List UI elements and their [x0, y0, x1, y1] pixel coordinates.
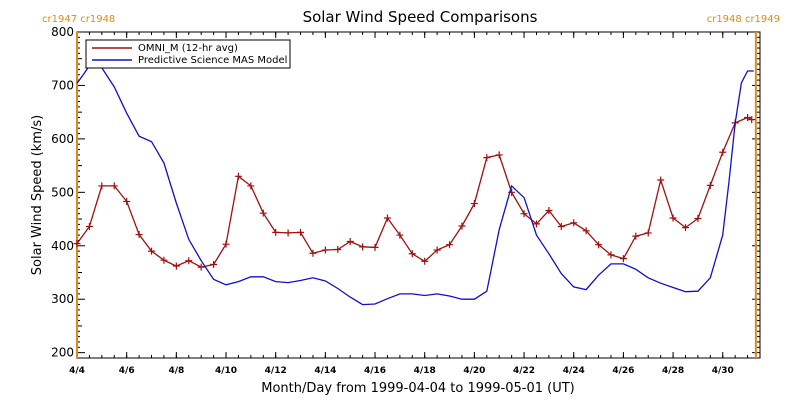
legend-box — [85, 39, 291, 69]
data-point-marker — [495, 151, 503, 159]
x-tick-label: 4/6 — [119, 366, 135, 376]
series-line-0 — [76, 116, 752, 268]
data-point-marker — [334, 246, 342, 254]
y-axis-ticks: 200 300 400 500 600 700 800 — [51, 25, 760, 360]
x-tick-label: 4/18 — [414, 366, 436, 376]
x-axis-label: Month/Day from 1999-04-04 to 1999-05-01 … — [261, 381, 574, 396]
series-line-1 — [76, 64, 754, 306]
data-point-marker — [532, 220, 540, 228]
rotation-label-left: cr1947 cr1948 — [42, 14, 115, 25]
data-point-marker — [458, 222, 466, 230]
y-tick-label: 500 — [51, 185, 74, 199]
x-tick-label: 4/12 — [265, 366, 287, 376]
data-point-marker — [632, 232, 640, 240]
y-tick-label: 300 — [51, 292, 74, 306]
data-point-marker — [570, 219, 578, 227]
legend-label-mas: Predictive Science MAS Model — [138, 55, 287, 66]
x-tick-label: 4/24 — [563, 366, 585, 376]
y-tick-label: 400 — [51, 239, 74, 253]
data-point-marker — [110, 182, 118, 190]
data-point-marker — [222, 240, 230, 248]
data-point-marker — [644, 229, 652, 237]
x-tick-label: 4/16 — [364, 366, 386, 376]
data-point-marker — [446, 241, 454, 249]
data-point-marker — [719, 148, 727, 156]
y-tick-label: 800 — [51, 25, 74, 39]
series-layer — [73, 64, 756, 306]
x-tick-label: 4/28 — [662, 366, 684, 376]
x-tick-label: 4/26 — [612, 366, 634, 376]
legend-label-omni: OMNI_M (12-hr avg) — [138, 43, 238, 54]
data-point-marker — [234, 172, 242, 180]
data-point-marker — [657, 176, 665, 184]
data-point-marker — [210, 260, 218, 268]
data-point-marker — [744, 114, 752, 122]
data-point-marker — [520, 210, 528, 218]
data-point-marker — [85, 223, 93, 231]
data-point-marker — [470, 200, 478, 208]
data-point-marker — [371, 243, 379, 251]
data-point-marker — [669, 214, 677, 222]
data-point-marker — [408, 250, 416, 258]
x-tick-label: 4/14 — [314, 366, 336, 376]
y-tick-label: 600 — [51, 132, 74, 146]
data-point-marker — [607, 251, 615, 259]
data-point-marker — [421, 257, 429, 265]
data-point-marker — [247, 182, 255, 190]
data-point-marker — [160, 256, 168, 264]
data-point-marker — [98, 182, 106, 190]
data-point-marker — [284, 229, 292, 237]
data-point-marker — [557, 223, 565, 231]
data-point-marker — [706, 181, 714, 189]
chart-title: Solar Wind Speed Comparisons — [303, 8, 538, 26]
data-point-marker — [748, 116, 756, 124]
legend: OMNI_M (12-hr avg) Predictive Science MA… — [85, 39, 291, 69]
data-point-marker — [321, 246, 329, 254]
data-point-marker — [172, 262, 180, 270]
x-tick-label: 4/10 — [215, 366, 237, 376]
y-tick-label: 200 — [51, 346, 74, 360]
data-point-marker — [359, 243, 367, 251]
data-point-marker — [123, 197, 131, 205]
x-tick-label: 4/8 — [168, 366, 184, 376]
x-axis-ticks: 4/4 4/6 4/8 4/10 4/12 4/14 4/16 4/18 4/20 4/22 4/2… — [69, 32, 761, 376]
data-point-marker — [595, 241, 603, 249]
data-point-marker — [383, 214, 391, 222]
x-tick-label: 4/20 — [463, 366, 485, 376]
data-point-marker — [545, 206, 553, 214]
data-point-marker — [346, 237, 354, 245]
data-point-marker — [309, 249, 317, 257]
data-point-marker — [272, 228, 280, 236]
data-point-marker — [396, 231, 404, 239]
rotation-label-right: cr1948 cr1949 — [707, 14, 780, 25]
x-tick-label: 4/30 — [712, 366, 734, 376]
data-point-marker — [197, 263, 205, 271]
data-point-marker — [148, 247, 156, 255]
x-tick-label: 4/22 — [513, 366, 535, 376]
data-point-marker — [185, 257, 193, 265]
data-point-marker — [681, 224, 689, 232]
data-point-marker — [582, 227, 590, 235]
rotation-markers — [76, 32, 757, 358]
y-tick-label: 700 — [51, 78, 74, 92]
data-point-marker — [619, 255, 627, 263]
data-point-marker — [297, 228, 305, 236]
y-axis-label: Solar Wind Speed (km/s) — [30, 115, 45, 275]
data-point-marker — [73, 240, 81, 248]
x-tick-label: 4/4 — [69, 366, 85, 376]
data-point-marker — [259, 209, 267, 217]
data-point-marker — [135, 231, 143, 239]
data-point-marker — [694, 215, 702, 223]
data-point-marker — [433, 246, 441, 254]
data-point-marker — [483, 154, 491, 162]
